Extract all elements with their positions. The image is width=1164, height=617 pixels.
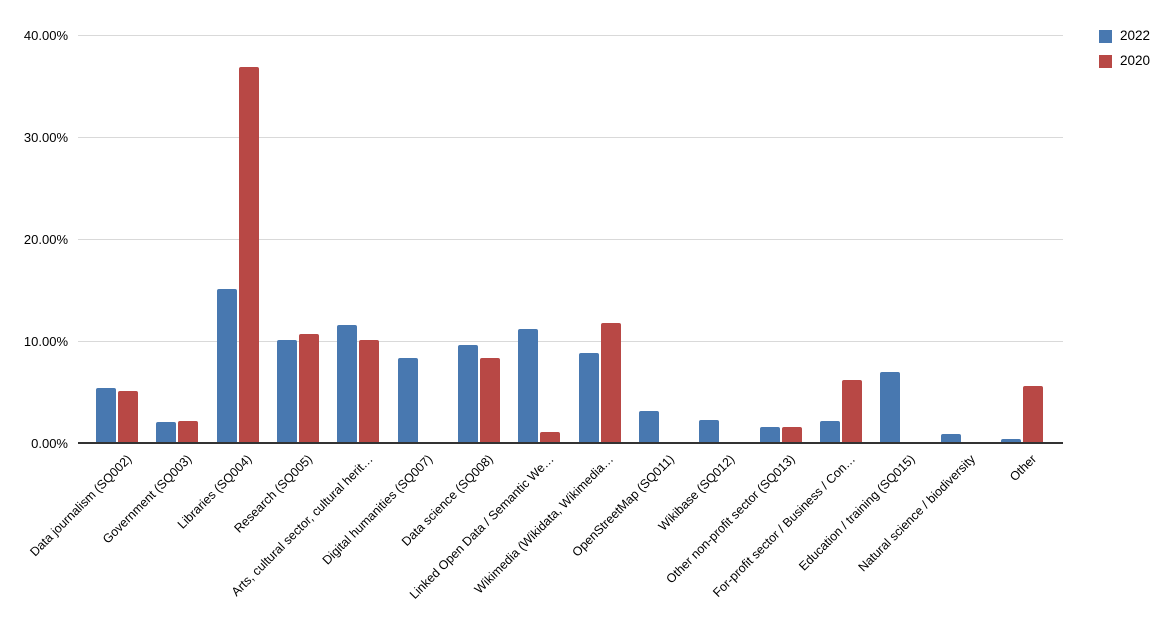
bar-2020: [600, 322, 621, 443]
x-tick-label: OpenStreetMap (SQ011): [569, 452, 677, 560]
x-tick-label: Other non-profit sector (SQ013): [663, 452, 798, 587]
bar-group: [931, 35, 991, 443]
bar-2022: [940, 433, 961, 443]
bar-group: [328, 35, 388, 443]
x-tick-label: Natural science / biodiversity: [856, 452, 979, 575]
legend-item-2020: 2020: [1099, 54, 1150, 68]
bar-group: [208, 35, 268, 443]
bar-group: [750, 35, 810, 443]
bar-2020: [118, 390, 139, 443]
bar-2020: [480, 358, 501, 443]
bar-2022: [638, 411, 659, 443]
bar-group: [871, 35, 931, 443]
gridline: [78, 239, 1063, 240]
bar-2020: [299, 333, 320, 443]
y-tick-label: 30.00%: [23, 129, 68, 145]
bar-2022: [397, 358, 418, 443]
bar-2020: [781, 426, 802, 443]
bar-group: [630, 35, 690, 443]
bar-2020: [178, 420, 199, 443]
bar-group: [268, 35, 328, 443]
x-tick-label: Digital humanities (SQ007): [320, 452, 436, 568]
bar-2022: [96, 387, 117, 443]
x-tick-label: Other: [1006, 452, 1039, 485]
bar-group: [811, 35, 871, 443]
bar-2020: [841, 379, 862, 443]
bar-2020: [540, 431, 561, 443]
x-tick-label: Education / training (SQ015): [796, 452, 919, 574]
legend-item-2022: 2022: [1099, 29, 1150, 43]
bar-2020: [1022, 385, 1043, 443]
x-tick-label: Data journalism (SQ002): [26, 452, 135, 560]
y-tick-label: 20.00%: [23, 231, 68, 247]
bar-group: [690, 35, 750, 443]
y-tick-label: 0.00%: [31, 435, 68, 451]
plot-area: [78, 35, 1063, 444]
bar-2022: [699, 419, 720, 443]
bars-layer: [87, 35, 1052, 443]
x-axis-baseline: [78, 442, 1063, 444]
bar-2020: [238, 66, 259, 443]
bar-group: [449, 35, 509, 443]
bar-2022: [1000, 438, 1021, 443]
gridline: [78, 35, 1063, 36]
legend-swatch-2020: [1099, 54, 1112, 68]
bar-2022: [819, 420, 840, 443]
bar-2022: [458, 345, 479, 443]
legend-label: 2022: [1120, 28, 1151, 43]
bar-2022: [518, 328, 539, 443]
gridline: [78, 137, 1063, 138]
bar-2022: [578, 353, 599, 443]
y-tick-label: 40.00%: [23, 27, 68, 43]
bar-2022: [277, 339, 298, 443]
bar-group: [992, 35, 1052, 443]
legend-swatch-2022: [1099, 29, 1112, 43]
bar-group: [147, 35, 207, 443]
bar-2022: [880, 371, 901, 443]
bar-group: [87, 35, 147, 443]
bar-group: [570, 35, 630, 443]
bar-2022: [216, 288, 237, 443]
bar-group: [509, 35, 569, 443]
legend: 2022 2020: [1099, 29, 1150, 79]
bar-group: [389, 35, 449, 443]
bar-2020: [359, 339, 380, 443]
bar-2022: [759, 426, 780, 443]
gridline: [78, 341, 1063, 342]
y-tick-label: 10.00%: [23, 333, 68, 349]
bar-2022: [156, 421, 177, 443]
legend-label: 2020: [1120, 53, 1151, 68]
bar-2022: [337, 324, 358, 443]
